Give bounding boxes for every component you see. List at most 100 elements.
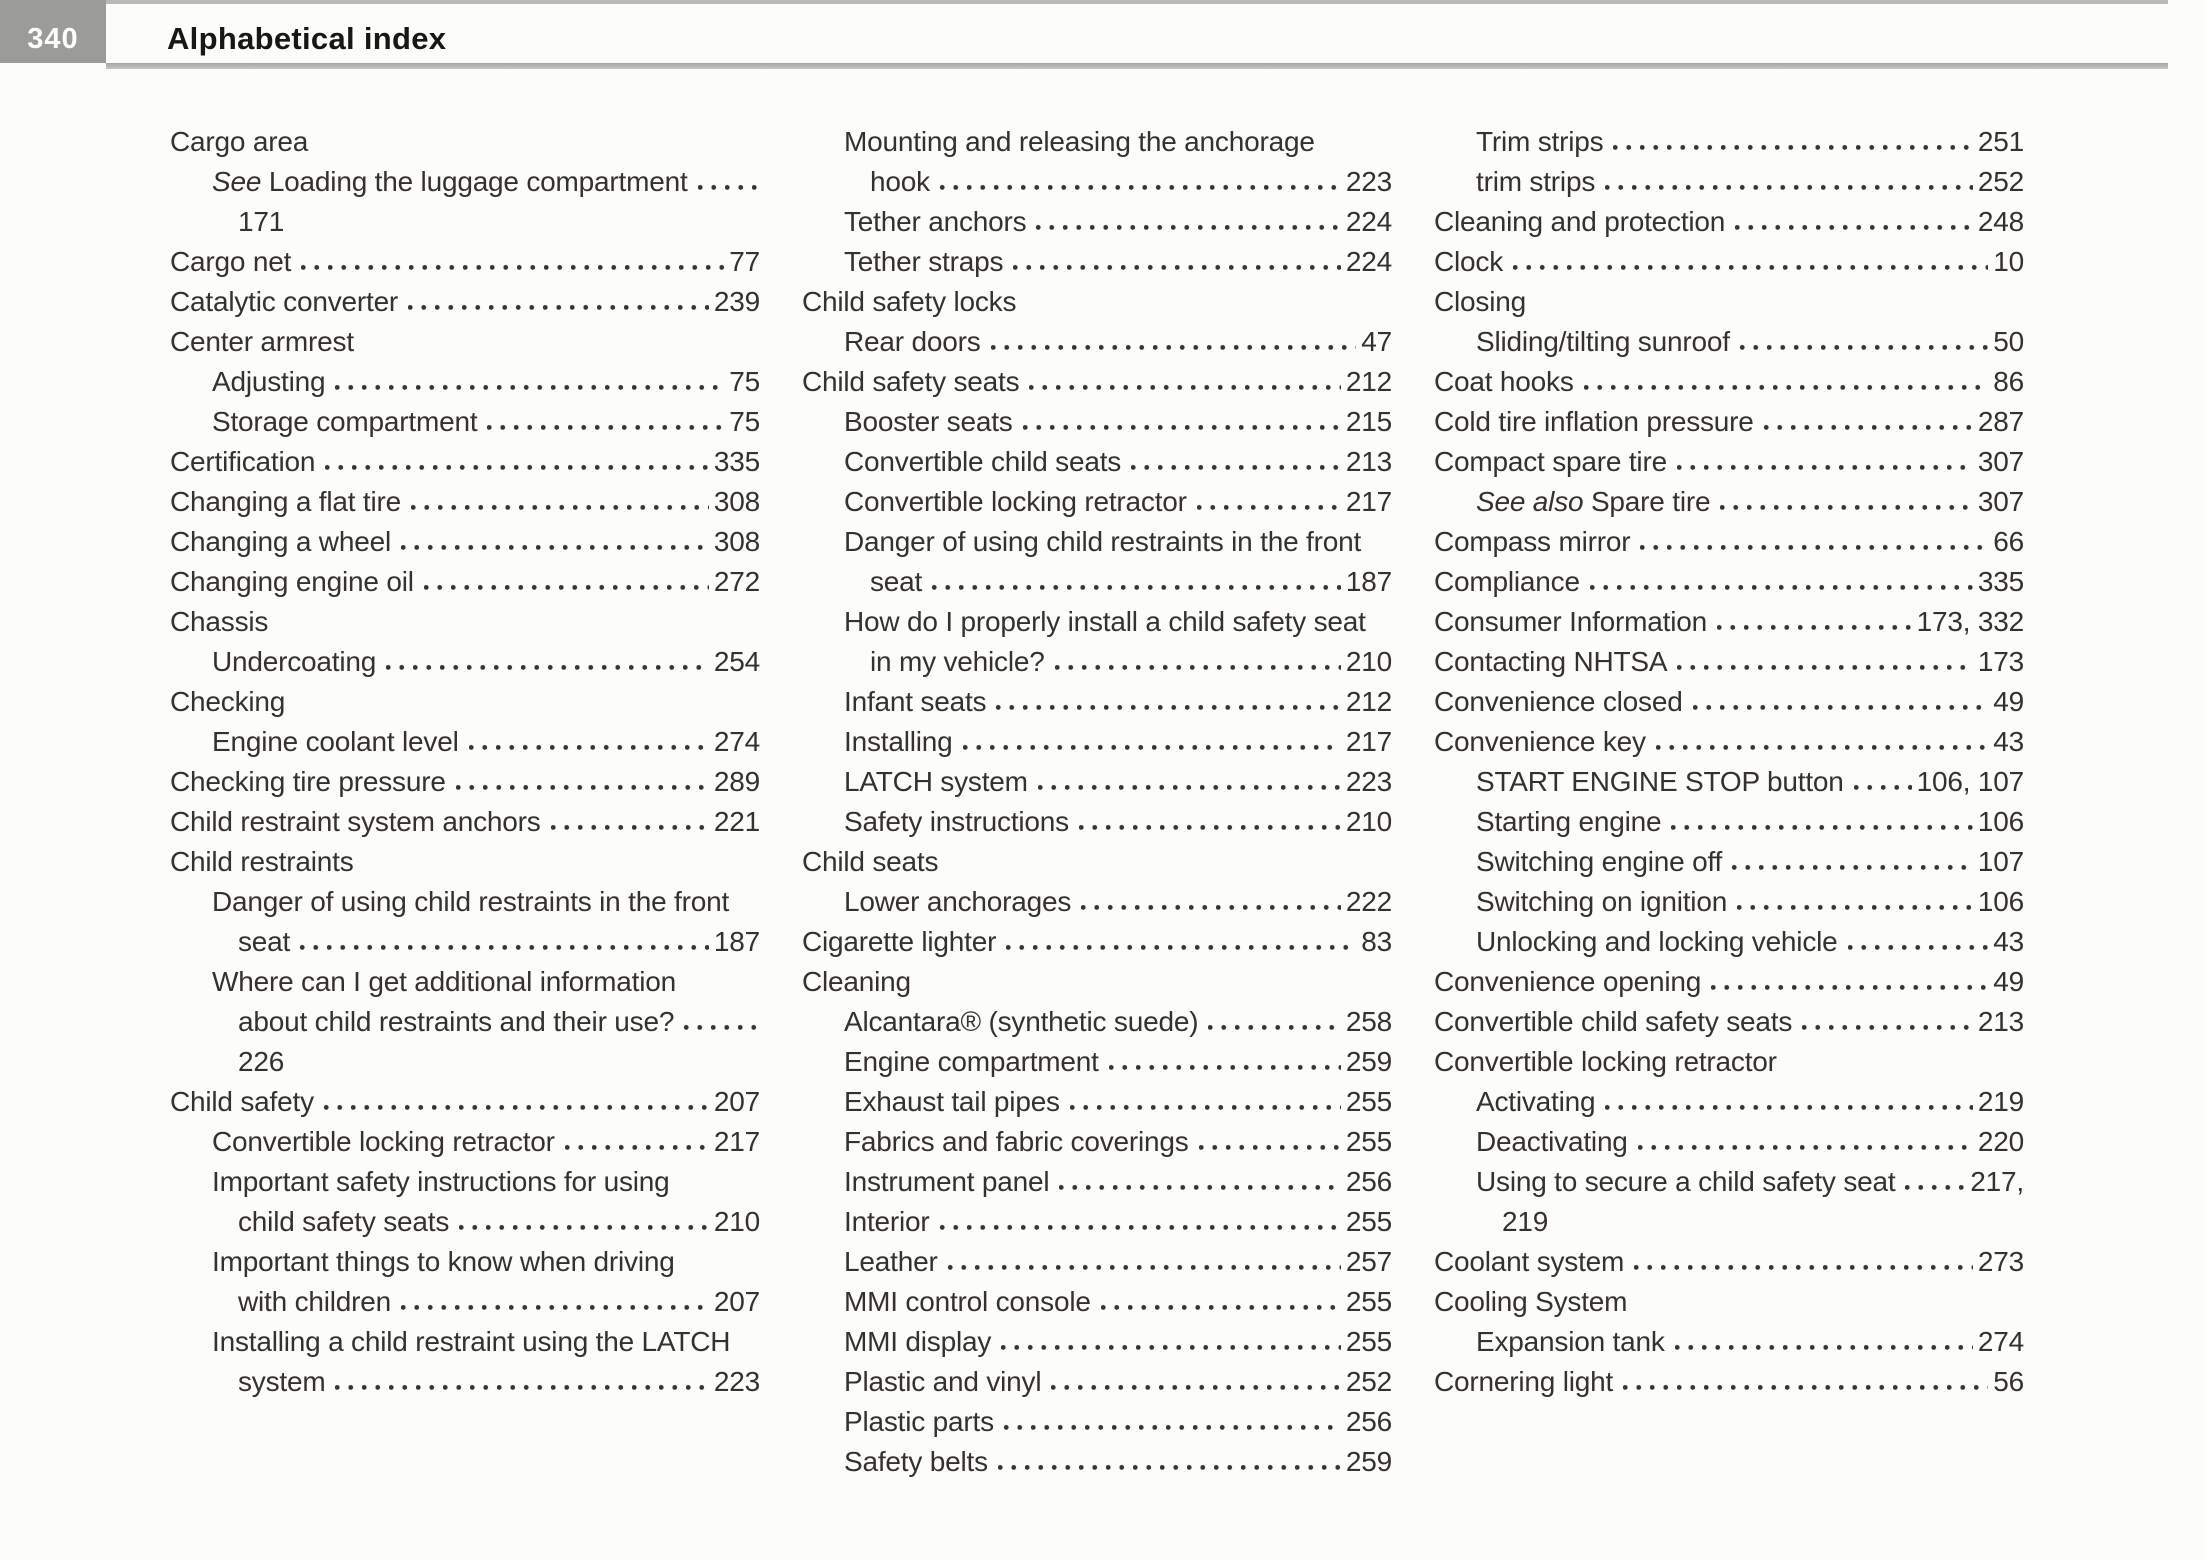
index-line: Lower anchorages 222 [802,882,1392,922]
entry-label: Cigarette lighter [802,926,997,957]
entry-label: Important things to know when driving [212,1246,675,1277]
index-line: Child restraints [170,842,760,882]
entry-label: Installing a child restraint using the L… [212,1326,731,1357]
entry-label: See Loading the luggage compartment [212,166,688,197]
dot-leader [1583,384,1989,391]
entry-page-number: 223 [713,1366,760,1397]
entry-page-number: 252 [1977,166,2024,197]
index-line: Installing a child restraint using the L… [170,1322,760,1362]
entry-page-number: 239 [713,286,760,317]
dot-leader [939,1224,1341,1231]
entry-label: Important safety instructions for using [212,1166,670,1197]
entry-page-number: 308 [713,486,760,517]
index-line: Child safety seats 212 [802,362,1392,402]
dot-leader [1763,424,1973,431]
entry-label: Exhaust tail pipes [844,1086,1060,1117]
dot-leader [1717,624,1912,631]
entry-label: Checking tire pressure [170,766,446,797]
entry-page-number: 259 [1345,1046,1392,1077]
entry-page-number: 66 [1993,526,2024,557]
dot-leader [1196,504,1341,511]
entry-label: Switching on ignition [1476,886,1728,917]
dot-leader [1735,224,1973,231]
entry-label: Certification [170,446,316,477]
dot-leader [1059,1184,1341,1191]
dot-leader [455,784,709,791]
index-line: Coat hooks 86 [1434,362,2024,402]
index-line: Checking [170,682,760,722]
index-line: Cargo net 77 [170,242,760,282]
entry-page-number: 252 [1345,1366,1392,1397]
index-line: trim strips 252 [1434,162,2024,202]
dot-leader [564,1144,709,1151]
entry-page-number: 219 [1977,1086,2024,1117]
entry-label: Cargo area [170,126,309,157]
entry-label: Plastic parts [844,1406,994,1437]
index-line: 171 [170,202,760,242]
entry-label: Rear doors [844,326,981,357]
index-line: Cleaning [802,962,1392,1002]
entry-label: Changing engine oil [170,566,414,597]
index-line: Child restraint system anchors 221 [170,802,760,842]
dot-leader [401,1304,709,1311]
entry-page-number: 248 [1977,206,2024,237]
index-line: Activating 219 [1434,1082,2024,1122]
entry-page-number: 287 [1977,406,2024,437]
entry-page-number: 307 [1977,486,2024,517]
entry-label: Booster seats [844,406,1013,437]
dot-leader [1847,944,1989,951]
entry-label: Cold tire inflation pressure [1434,406,1754,437]
entry-page-number: 210 [1345,806,1392,837]
index-line: Unlocking and locking vehicle 43 [1434,922,2024,962]
index-line: Closing [1434,282,2024,322]
index-line: about child restraints and their use? [170,1002,760,1042]
index-line: Safety instructions 210 [802,802,1392,842]
index-line: Where can I get additional information [170,962,760,1002]
entry-page-number: 107 [1977,846,2024,877]
index-line: LATCH system 223 [802,762,1392,802]
dot-leader [1078,824,1341,831]
index-line: with children 207 [170,1282,760,1322]
entry-page-number: 217 [1345,486,1392,517]
entry-page-number: 223 [1345,166,1392,197]
entry-page-number: 43 [1993,926,2024,957]
entry-page-number: 273 [1977,1246,2024,1277]
entry-page-number: 335 [1977,566,2024,597]
entry-label: MMI display [844,1326,992,1357]
dot-leader [325,464,709,471]
dot-leader [1905,1184,1966,1191]
index-line: Alcantara® (synthetic suede) 258 [802,1002,1392,1042]
entry-page-number: 187 [713,926,760,957]
entry-page-number: 173 [1977,646,2024,677]
entry-label: Child seats [802,846,939,877]
entry-label: LATCH system [844,766,1028,797]
entry-page-number: 335 [713,446,760,477]
entry-label: 219 [1502,1206,1549,1237]
entry-label: Center armrest [170,326,354,357]
index-line: in my vehicle? 210 [802,642,1392,682]
entry-page-number: 106 [1977,806,2024,837]
index-line: Convenience closed 49 [1434,682,2024,722]
entry-label: 171 [238,206,285,237]
dot-leader [335,384,725,391]
dot-leader [1655,744,1989,751]
entry-label: 226 [238,1046,285,1077]
entry-page-number: 259 [1345,1446,1392,1477]
entry-label: Using to secure a child safety seat [1476,1166,1896,1197]
entry-page-number: 210 [1345,646,1392,677]
entry-label: See also Spare tire [1476,486,1711,517]
index-line: Convenience key 43 [1434,722,2024,762]
entry-label: Plastic and vinyl [844,1366,1042,1397]
index-line: child safety seats 210 [170,1202,760,1242]
entry-page-number: 207 [713,1086,760,1117]
index-line: Consumer Information 173, 332 [1434,602,2024,642]
entry-label: Safety belts [844,1446,988,1477]
dot-leader [1623,1384,1989,1391]
entry-label: Compliance [1434,566,1580,597]
entry-label: Clock [1434,246,1504,277]
index-line: Child seats [802,842,1392,882]
entry-label: Trim strips [1476,126,1604,157]
entry-page-number: 213 [1977,1006,2024,1037]
dot-leader [300,944,709,951]
dot-leader [468,744,709,751]
